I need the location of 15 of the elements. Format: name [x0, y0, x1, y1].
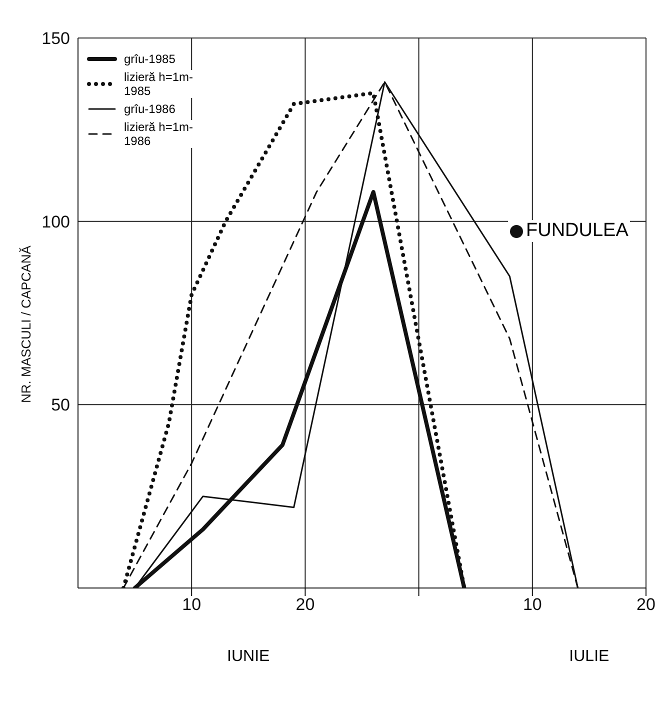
annotation: FUNDULEA — [508, 220, 630, 242]
y-tick-label: 150 — [42, 29, 70, 48]
legend-label: lizieră h=1m-1985 — [124, 70, 219, 98]
legend-label: lizieră h=1m-1986 — [124, 120, 219, 148]
text: IULIE — [568, 648, 610, 666]
x-tick-label: 10 — [182, 595, 202, 614]
y-tick-label: 100 — [42, 212, 70, 232]
x-tick-label: 10 — [522, 595, 542, 614]
legend-label: grîu-1985 — [124, 52, 176, 66]
text: IUNIE — [226, 648, 271, 666]
y-tick-label: 50 — [51, 396, 70, 415]
x-tick-label: 20 — [636, 595, 656, 614]
legend-label: grîu-1986 — [124, 102, 176, 116]
y-axis-title: NR. MASCULI / CAPCANĂ — [18, 245, 34, 403]
x-tick-label: 20 — [296, 595, 315, 614]
